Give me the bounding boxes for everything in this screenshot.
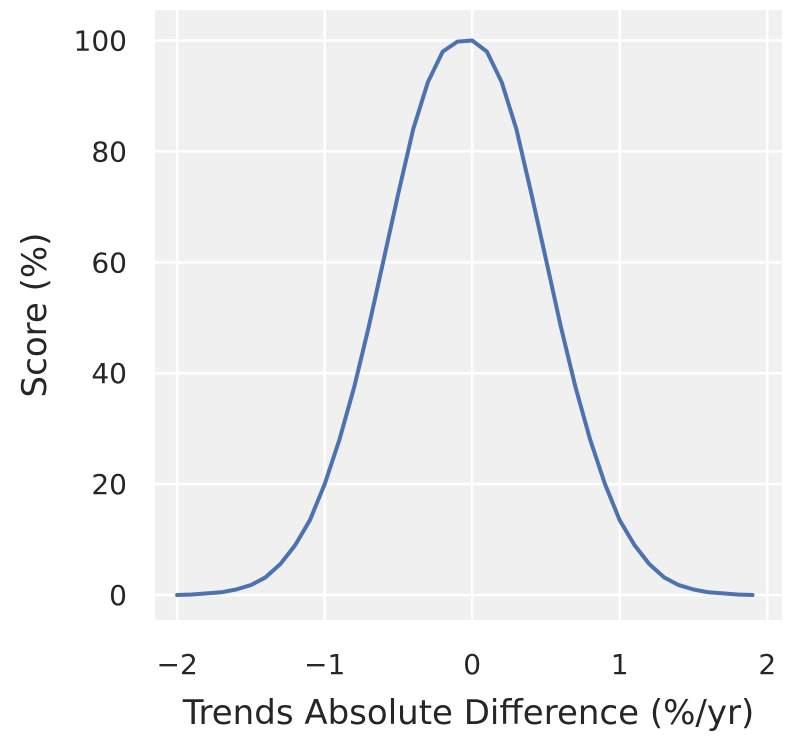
- grid-lines: [155, 10, 782, 620]
- y-tick-label: 0: [109, 579, 127, 612]
- score-series-line: [175, 38, 755, 597]
- x-axis-label: Trends Absolute Difference (%/yr): [182, 693, 754, 733]
- y-tick-label: 20: [91, 468, 127, 501]
- y-axis-ticks: 0 20 40 60 80 100: [74, 25, 127, 613]
- plot-area: [155, 10, 782, 620]
- x-tick-label: 0: [463, 648, 481, 681]
- x-tick-label: 1: [611, 648, 629, 681]
- y-tick-label: 80: [91, 135, 127, 168]
- x-tick-label: −1: [304, 648, 345, 681]
- y-tick-label: 40: [91, 357, 127, 390]
- series-layer: [175, 38, 755, 597]
- y-axis-label: Score (%): [15, 233, 55, 398]
- x-tick-label: −2: [156, 648, 197, 681]
- x-axis-ticks: −2 −1 0 1 2: [156, 648, 776, 681]
- y-tick-label: 100: [74, 25, 127, 58]
- x-tick-label: 2: [758, 648, 776, 681]
- y-tick-label: 60: [91, 246, 127, 279]
